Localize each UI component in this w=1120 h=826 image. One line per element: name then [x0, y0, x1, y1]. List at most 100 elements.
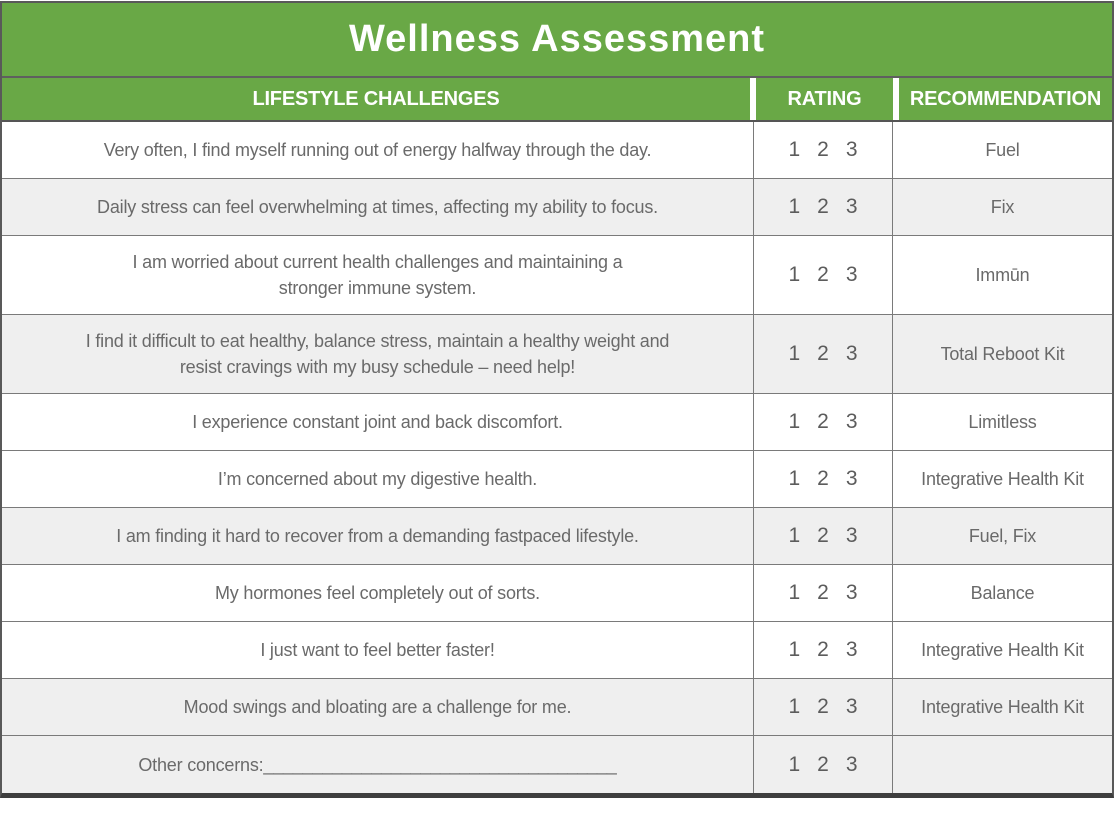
challenge-cell: Other concerns:_________________________…: [2, 736, 754, 793]
other-concerns-field[interactable]: Other concerns:_________________________…: [138, 754, 617, 775]
column-header-recommendation: RECOMMENDATION: [899, 78, 1112, 120]
rating-option-2[interactable]: 2: [817, 581, 829, 604]
rating-option-3[interactable]: 3: [845, 695, 858, 718]
challenge-text: I am worried about current health challe…: [132, 252, 623, 298]
rating-option-3[interactable]: 3: [845, 581, 858, 604]
rating-option-3[interactable]: 3: [845, 410, 858, 433]
rating-cell: 1 2 3: [754, 679, 893, 735]
rating-option-1[interactable]: 1: [788, 467, 801, 490]
table-row: I am worried about current health challe…: [2, 236, 1112, 315]
recommendation-text: Fuel, Fix: [968, 525, 1037, 546]
table-row: I just want to feel better faster! 1 2 3…: [2, 622, 1112, 679]
rating-option-1[interactable]: 1: [788, 263, 801, 286]
page-title: Wellness Assessment: [348, 18, 766, 60]
challenge-cell: I am finding it hard to recover from a d…: [2, 508, 754, 564]
recommendation-cell: [893, 736, 1112, 793]
recommendation-cell: Limitless: [893, 394, 1112, 450]
rating-option-1[interactable]: 1: [788, 638, 801, 661]
table-row: My hormones feel completely out of sorts…: [2, 565, 1112, 622]
table-row: Very often, I find myself running out of…: [2, 122, 1112, 179]
challenge-cell: I just want to feel better faster!: [2, 622, 754, 678]
recommendation-cell: Balance: [893, 565, 1112, 621]
table-header: LIFESTYLE CHALLENGES RATING RECOMMENDATI…: [2, 78, 1112, 122]
recommendation-cell: Total Reboot Kit: [893, 315, 1112, 393]
challenge-cell: I find it difficult to eat healthy, bala…: [2, 315, 754, 393]
rating-option-2[interactable]: 2: [817, 263, 829, 286]
recommendation-text: Immūn: [975, 264, 1030, 285]
rating-option-3[interactable]: 3: [845, 138, 858, 161]
rating-option-3[interactable]: 3: [845, 342, 858, 365]
recommendation-text: Fuel: [985, 139, 1020, 160]
rating-cell: 1 2 3: [754, 394, 893, 450]
table-row: I’m concerned about my digestive health.…: [2, 451, 1112, 508]
rating-option-2[interactable]: 2: [817, 638, 829, 661]
recommendation-cell: Immūn: [893, 236, 1112, 314]
challenge-text: Very often, I find myself running out of…: [103, 140, 652, 160]
recommendation-cell: Fuel, Fix: [893, 508, 1112, 564]
rating-cell: 1 2 3: [754, 315, 893, 393]
column-header-rating: RATING: [756, 78, 893, 120]
rating-cell: 1 2 3: [754, 179, 893, 235]
challenge-cell: Very often, I find myself running out of…: [2, 122, 754, 178]
table-row: Other concerns:_________________________…: [2, 736, 1112, 793]
table-row: I am finding it hard to recover from a d…: [2, 508, 1112, 565]
rating-option-1[interactable]: 1: [788, 581, 801, 604]
rating-cell: 1 2 3: [754, 736, 893, 793]
challenge-text: I find it difficult to eat healthy, bala…: [85, 331, 670, 377]
rating-cell: 1 2 3: [754, 451, 893, 507]
challenge-text: I am finding it hard to recover from a d…: [116, 526, 639, 546]
rating-option-2[interactable]: 2: [817, 195, 829, 218]
rating-option-1[interactable]: 1: [788, 410, 801, 433]
rating-option-3[interactable]: 3: [845, 195, 858, 218]
rating-cell: 1 2 3: [754, 508, 893, 564]
rating-option-1[interactable]: 1: [788, 752, 801, 776]
rating-option-2[interactable]: 2: [817, 524, 829, 547]
rating-option-2[interactable]: 2: [817, 342, 829, 365]
recommendation-text: Fix: [990, 196, 1015, 217]
challenge-text: My hormones feel completely out of sorts…: [215, 583, 540, 603]
recommendation-cell: Integrative Health Kit: [893, 622, 1112, 678]
table-row: Mood swings and bloating are a challenge…: [2, 679, 1112, 736]
challenge-text: I experience constant joint and back dis…: [192, 412, 563, 432]
rating-option-1[interactable]: 1: [788, 138, 801, 161]
table-row: I find it difficult to eat healthy, bala…: [2, 315, 1112, 394]
challenge-cell: I experience constant joint and back dis…: [2, 394, 754, 450]
recommendation-text: Limitless: [968, 411, 1037, 432]
rating-option-3[interactable]: 3: [845, 752, 858, 776]
recommendation-cell: Fix: [893, 179, 1112, 235]
challenge-cell: Daily stress can feel overwhelming at ti…: [2, 179, 754, 235]
table-row: I experience constant joint and back dis…: [2, 394, 1112, 451]
rating-option-3[interactable]: 3: [845, 263, 858, 286]
recommendation-cell: Integrative Health Kit: [893, 451, 1112, 507]
challenge-cell: I’m concerned about my digestive health.: [2, 451, 754, 507]
rating-option-3[interactable]: 3: [845, 524, 858, 547]
recommendation-text: Total Reboot Kit: [940, 343, 1065, 364]
wellness-assessment-sheet: Wellness Assessment LIFESTYLE CHALLENGES…: [0, 1, 1114, 798]
challenge-text: Mood swings and bloating are a challenge…: [183, 697, 572, 717]
recommendation-text: Balance: [970, 582, 1035, 603]
rating-option-2[interactable]: 2: [817, 410, 829, 433]
rating-cell: 1 2 3: [754, 622, 893, 678]
rating-option-2[interactable]: 2: [817, 467, 829, 490]
rating-option-3[interactable]: 3: [845, 638, 858, 661]
rating-option-2[interactable]: 2: [817, 138, 829, 161]
title-bar: Wellness Assessment: [2, 3, 1112, 78]
rating-option-1[interactable]: 1: [788, 695, 801, 718]
rating-cell: 1 2 3: [754, 236, 893, 314]
rating-option-1[interactable]: 1: [788, 524, 801, 547]
challenge-text: I’m concerned about my digestive health.: [217, 469, 538, 489]
challenge-text: Daily stress can feel overwhelming at ti…: [97, 197, 658, 217]
rating-cell: 1 2 3: [754, 122, 893, 178]
recommendation-cell: Integrative Health Kit: [893, 679, 1112, 735]
table-row: Daily stress can feel overwhelming at ti…: [2, 179, 1112, 236]
recommendation-text: Integrative Health Kit: [921, 696, 1084, 717]
rating-option-2[interactable]: 2: [817, 752, 829, 776]
column-header-lifestyle-challenges: LIFESTYLE CHALLENGES: [2, 78, 750, 120]
rating-option-2[interactable]: 2: [817, 695, 829, 718]
challenge-cell: Mood swings and bloating are a challenge…: [2, 679, 754, 735]
rating-option-1[interactable]: 1: [788, 195, 801, 218]
challenge-cell: I am worried about current health challe…: [2, 236, 754, 314]
rating-option-1[interactable]: 1: [788, 342, 801, 365]
rating-cell: 1 2 3: [754, 565, 893, 621]
rating-option-3[interactable]: 3: [845, 467, 858, 490]
